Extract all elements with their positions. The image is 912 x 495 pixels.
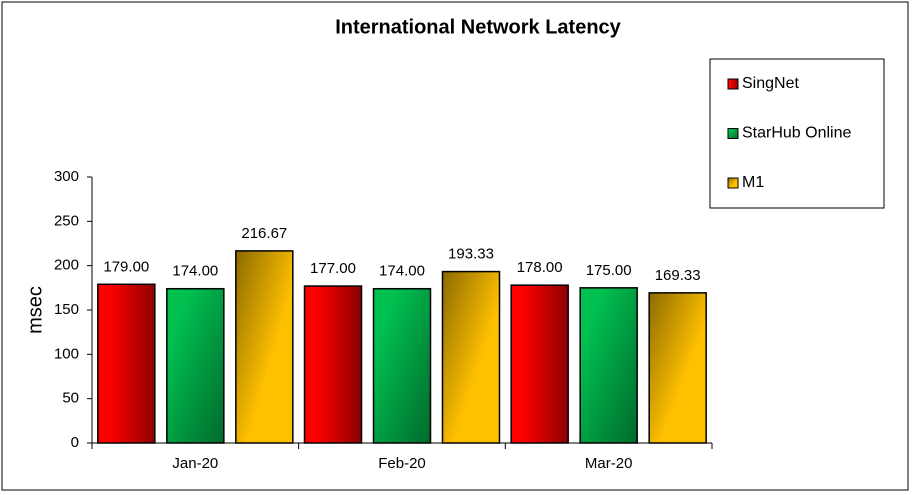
bar <box>97 283 156 444</box>
bar <box>648 292 707 444</box>
data-label: 169.33 <box>655 267 701 284</box>
data-label: 175.00 <box>586 262 632 279</box>
data-label: 174.00 <box>379 263 425 280</box>
y-tick-label: 100 <box>54 345 79 362</box>
bar <box>510 284 569 444</box>
bar <box>166 287 225 444</box>
data-label: 174.00 <box>172 263 218 280</box>
y-tick-label: 200 <box>54 257 79 274</box>
x-tick-label: Jan-20 <box>172 455 218 472</box>
bar <box>303 285 363 444</box>
data-label: 177.00 <box>310 260 356 277</box>
legend-swatch <box>727 177 739 189</box>
legend-swatch <box>727 128 739 139</box>
bar <box>235 250 294 444</box>
y-tick-label: 300 <box>54 168 79 185</box>
legend-label: StarHub Online <box>742 125 851 142</box>
legend-swatch <box>727 78 739 90</box>
bar <box>372 287 432 444</box>
bar <box>579 287 638 444</box>
legend-label: M1 <box>742 174 764 191</box>
data-label: 178.00 <box>517 259 563 276</box>
chart-title: International Network Latency <box>335 16 621 38</box>
x-tick-label: Mar-20 <box>585 455 633 472</box>
legend-box <box>709 58 885 209</box>
bar <box>441 270 501 444</box>
y-axis-title: msec <box>24 286 46 334</box>
y-tick-label: 50 <box>62 390 79 407</box>
y-tick-label: 250 <box>54 212 79 229</box>
data-label: 216.67 <box>241 225 287 242</box>
y-tick-label: 150 <box>54 301 79 318</box>
x-tick-label: Feb-20 <box>378 455 426 472</box>
legend-label: SingNet <box>742 75 799 92</box>
data-label: 193.33 <box>448 246 494 263</box>
data-label: 179.00 <box>103 258 149 275</box>
y-tick-label: 0 <box>71 434 79 451</box>
